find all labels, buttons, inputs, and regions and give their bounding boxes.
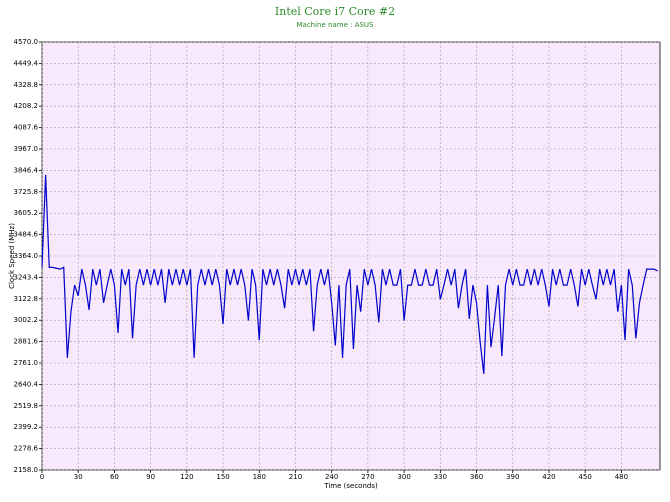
x-axis-label: Time (seconds) xyxy=(323,482,378,490)
y-tick-label: 4328.8 xyxy=(14,81,39,89)
y-tick-label: 4449.4 xyxy=(14,59,39,67)
y-tick-label: 3605.2 xyxy=(14,209,39,217)
y-tick-label: 3484.6 xyxy=(14,231,39,239)
y-tick-label: 2761.0 xyxy=(14,359,39,367)
x-tick-label: 240 xyxy=(325,473,338,481)
x-tick-label: 120 xyxy=(180,473,193,481)
x-tick-label: 60 xyxy=(110,473,119,481)
x-tick-label: 180 xyxy=(253,473,266,481)
y-tick-label: 2519.8 xyxy=(14,402,39,410)
x-tick-label: 300 xyxy=(397,473,410,481)
x-tick-label: 150 xyxy=(216,473,229,481)
x-tick-label: 420 xyxy=(542,473,555,481)
y-tick-label: 3364.0 xyxy=(14,252,39,260)
y-tick-label: 3967.0 xyxy=(14,145,39,153)
y-tick-label: 2278.6 xyxy=(14,445,39,453)
y-tick-label: 4087.6 xyxy=(14,124,39,132)
y-tick-label: 3243.4 xyxy=(14,273,39,281)
x-tick-label: 0 xyxy=(40,473,44,481)
y-tick-label: 3002.2 xyxy=(14,316,39,324)
y-tick-label: 4570.0 xyxy=(14,38,39,46)
x-tick-label: 90 xyxy=(146,473,155,481)
x-tick-label: 480 xyxy=(615,473,628,481)
x-tick-label: 450 xyxy=(578,473,591,481)
y-tick-label: 3846.4 xyxy=(14,166,39,174)
x-tick-label: 390 xyxy=(506,473,519,481)
x-tick-label: 330 xyxy=(434,473,447,481)
y-tick-label: 3122.8 xyxy=(14,295,39,303)
y-axis-label: Clock Speed (MHz) xyxy=(8,223,16,289)
data-line xyxy=(41,175,658,374)
y-tick-label: 2640.4 xyxy=(14,380,39,388)
chart-title: Intel Core i7 Core #2 xyxy=(275,5,395,18)
y-tick-label: 2158.0 xyxy=(14,466,39,474)
x-tick-label: 270 xyxy=(361,473,374,481)
y-tick-label: 3725.8 xyxy=(14,188,39,196)
y-tick-label: 2399.2 xyxy=(14,423,39,431)
chart-subtitle: Machine name : ASUS xyxy=(297,21,375,29)
x-tick-label: 360 xyxy=(470,473,483,481)
y-tick-label: 2881.6 xyxy=(14,338,39,346)
x-tick-label: 210 xyxy=(289,473,302,481)
x-tick-label: 30 xyxy=(74,473,83,481)
y-tick-label: 4208.2 xyxy=(14,102,39,110)
